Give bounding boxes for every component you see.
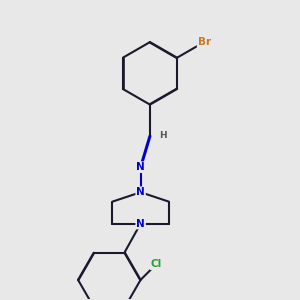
Text: N: N [136, 187, 145, 197]
Text: N: N [136, 218, 145, 229]
Text: H: H [159, 131, 166, 140]
Text: Cl: Cl [151, 259, 162, 269]
Text: N: N [136, 162, 145, 172]
Text: Br: Br [198, 37, 211, 47]
